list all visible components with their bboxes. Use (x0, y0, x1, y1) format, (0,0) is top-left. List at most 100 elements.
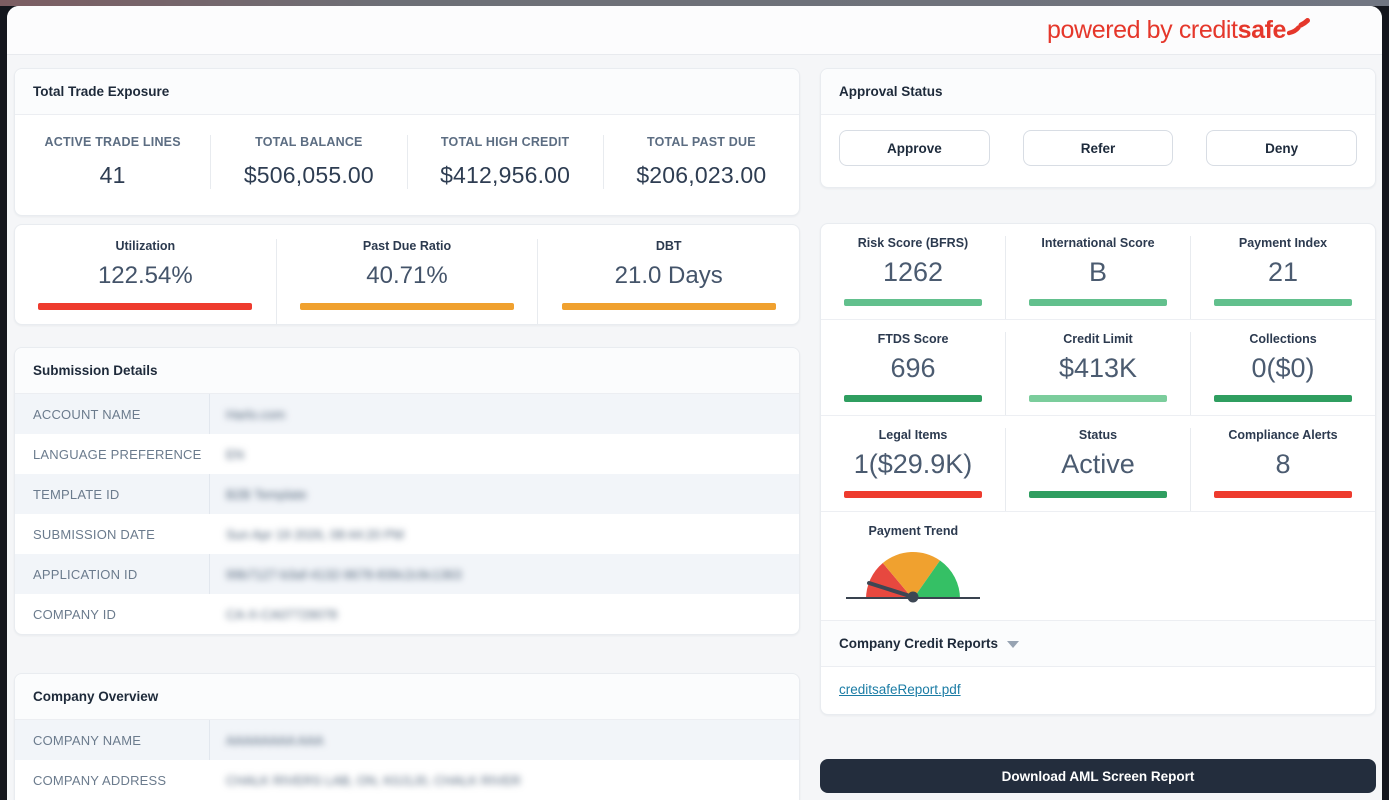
row-value: CA-X-CA07729078 (209, 594, 799, 634)
row-label: APPLICATION ID (33, 566, 138, 582)
left-column: Total Trade Exposure ACTIVE TRADE LINES … (14, 68, 800, 800)
score-label: Status (1078, 428, 1118, 442)
main-panel: powered by credit safe Total Trade Exposu… (7, 6, 1382, 800)
ratio-value: 122.54% (97, 262, 193, 289)
stat-label: TOTAL HIGH CREDIT (440, 135, 570, 149)
score-status-bar (1029, 491, 1167, 498)
payment-trend-cell: Payment Trend (821, 524, 1006, 608)
download-aml-report-button[interactable]: Download AML Screen Report (820, 759, 1376, 793)
score-status-bar (1214, 299, 1352, 306)
creditsafe-swoosh-icon (1287, 17, 1310, 35)
report-link-row: creditsafeReport.pdf (821, 667, 1375, 714)
ratio-label: Utilization (115, 239, 176, 253)
stat-total-past-due: TOTAL PAST DUE $206,023.00 (602, 135, 799, 189)
table-row: COMPANY ADDRESS CHALK RIVERS LAB, ON, K0… (15, 760, 799, 800)
approval-status-title: Approval Status (821, 69, 1375, 115)
score-label: Credit Limit (1063, 332, 1133, 346)
stat-total-high-credit: TOTAL HIGH CREDIT $412,956.00 (406, 135, 603, 189)
score-status-bar (844, 395, 982, 402)
logo-text: powered by credit (1047, 15, 1238, 44)
table-row: COMPANY NAME AAAAAAAA AAA (15, 720, 799, 760)
score-label: Payment Index (1238, 236, 1328, 250)
panel-header: powered by credit safe (7, 6, 1382, 55)
company-credit-reports-title: Company Credit Reports (839, 636, 999, 651)
score-payment-index: Payment Index 21 (1190, 236, 1375, 319)
deny-button[interactable]: Deny (1206, 130, 1358, 166)
utilization-status-bar (38, 303, 253, 310)
redacted-value: EN (226, 446, 245, 462)
redacted-value: Sun Apr 19 2026, 08:44:20 PM (226, 526, 404, 542)
score-value: 21 (1267, 257, 1299, 287)
score-row: Legal Items 1($29.9K) Status Active Comp… (821, 416, 1375, 512)
score-label: Legal Items (878, 428, 948, 442)
score-label: FTDS Score (877, 332, 949, 346)
stat-value: 41 (99, 162, 126, 188)
logo-text-bold: safe (1237, 15, 1287, 44)
table-row: APPLICATION ID 99b7127-b3af-4132-9678-83… (15, 554, 799, 594)
company-overview-card: Company Overview COMPANY NAME AAAAAAAA A… (14, 673, 800, 800)
stat-active-trade-lines: ACTIVE TRADE LINES 41 (15, 135, 210, 189)
table-row: SUBMISSION DATE Sun Apr 19 2026, 08:44:2… (15, 514, 799, 554)
row-label: COMPANY ADDRESS (33, 772, 167, 788)
row-value: Harlo.com (209, 394, 799, 434)
score-row: FTDS Score 696 Credit Limit $413K Collec… (821, 320, 1375, 416)
row-label: TEMPLATE ID (33, 486, 120, 502)
submission-details-card: Submission Details ACCOUNT NAME Harlo.co… (14, 347, 800, 635)
redacted-value: CA-X-CA07729078 (226, 606, 338, 622)
row-value: 99b7127-b3af-4132-9678-839c2c9c1363 (209, 554, 799, 594)
company-overview-title: Company Overview (15, 674, 799, 720)
score-credit-limit: Credit Limit $413K (1005, 332, 1190, 415)
past-due-status-bar (300, 303, 514, 310)
row-value: EN (209, 434, 799, 474)
score-value: 696 (890, 353, 936, 383)
score-value: $413K (1058, 353, 1138, 383)
creditsafe-report-link[interactable]: creditsafeReport.pdf (839, 682, 961, 697)
table-row: COMPANY ID CA-X-CA07729078 (15, 594, 799, 634)
row-label: ACCOUNT NAME (33, 406, 141, 422)
row-value: AAAAAAAA AAA (209, 720, 799, 760)
empty-cell (1190, 524, 1375, 608)
refer-button[interactable]: Refer (1022, 130, 1174, 166)
right-column: Approval Status Approve Refer Deny Risk … (820, 68, 1376, 800)
approval-buttons: Approve Refer Deny (821, 115, 1375, 187)
payment-trend-gauge-icon (846, 551, 981, 603)
stat-value: $206,023.00 (636, 162, 767, 188)
ratio-label: Past Due Ratio (362, 239, 452, 253)
row-value: Sun Apr 19 2026, 08:44:20 PM (209, 514, 799, 554)
ratio-dbt: DBT 21.0 Days (537, 239, 799, 324)
ratio-label: DBT (655, 239, 682, 253)
row-label: LANGUAGE PREFERENCE (33, 446, 202, 462)
stat-value: $506,055.00 (243, 162, 374, 188)
stat-label: TOTAL PAST DUE (646, 135, 756, 149)
score-value: 1262 (882, 257, 944, 287)
payment-trend-label: Payment Trend (868, 524, 959, 538)
row-value: CHALK RIVERS LAB, ON, K0J1J0, CHALK RIVE… (209, 760, 799, 800)
row-label: COMPANY ID (33, 606, 117, 622)
score-status-bar (844, 299, 982, 306)
redacted-value: CHALK RIVERS LAB, ON, K0J1J0, CHALK RIVE… (226, 772, 521, 788)
approve-button[interactable]: Approve (839, 130, 990, 166)
redacted-value: 99b7127-b3af-4132-9678-839c2c9c1363 (226, 566, 462, 582)
score-legal-items: Legal Items 1($29.9K) (821, 428, 1005, 511)
score-label: Risk Score (BFRS) (857, 236, 969, 250)
creditsafe-logo: powered by credit safe (1047, 16, 1310, 45)
redacted-value: AAAAAAAA AAA (226, 732, 324, 748)
trade-stats-row: ACTIVE TRADE LINES 41 TOTAL BALANCE $506… (15, 115, 799, 215)
score-status-bar (1029, 395, 1167, 402)
total-trade-exposure-card: Total Trade Exposure ACTIVE TRADE LINES … (14, 68, 800, 216)
score-label: Compliance Alerts (1228, 428, 1338, 442)
row-label: SUBMISSION DATE (33, 526, 155, 542)
score-value: 8 (1275, 449, 1291, 479)
score-status-bar (1214, 491, 1352, 498)
approval-status-card: Approval Status Approve Refer Deny (820, 68, 1376, 188)
scores-card: Risk Score (BFRS) 1262 International Sco… (820, 223, 1376, 715)
table-row: TEMPLATE ID B2B Template (15, 474, 799, 514)
table-row: ACCOUNT NAME Harlo.com (15, 394, 799, 434)
content-area: Total Trade Exposure ACTIVE TRADE LINES … (7, 55, 1382, 800)
redacted-value: Harlo.com (226, 406, 286, 422)
score-international: International Score B (1005, 236, 1190, 319)
score-value: 1($29.9K) (853, 449, 973, 479)
score-ftds: FTDS Score 696 (821, 332, 1005, 415)
company-credit-reports-header[interactable]: Company Credit Reports (821, 620, 1375, 667)
dbt-status-bar (561, 303, 776, 310)
